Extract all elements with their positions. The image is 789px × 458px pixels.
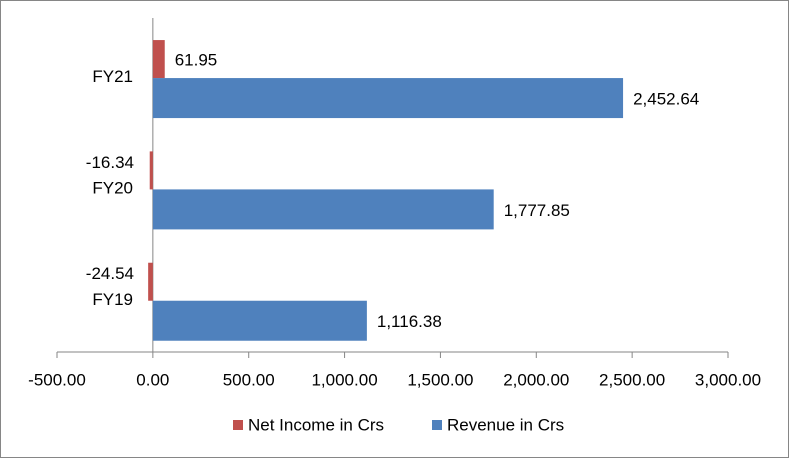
x-tick-label: -500.00 bbox=[28, 370, 86, 389]
data-label: 1,777.85 bbox=[504, 201, 570, 220]
bar bbox=[149, 151, 153, 190]
x-tick-label: 3,000.00 bbox=[695, 370, 761, 389]
legend-swatch bbox=[233, 420, 243, 430]
data-label: -16.34 bbox=[86, 153, 134, 172]
x-tick-label: 0.00 bbox=[136, 370, 169, 389]
y-tick-label: FY19 bbox=[92, 290, 133, 309]
bar bbox=[152, 189, 494, 230]
bar bbox=[152, 78, 624, 119]
bar bbox=[152, 40, 165, 79]
bar bbox=[152, 300, 367, 341]
data-label: 1,116.38 bbox=[377, 312, 442, 331]
x-tick-label: 500.00 bbox=[223, 370, 275, 389]
legend-label: Revenue in Crs bbox=[447, 415, 564, 434]
legend-swatch bbox=[432, 420, 442, 430]
data-label: -24.54 bbox=[86, 264, 134, 283]
y-tick-label: FY20 bbox=[92, 178, 133, 197]
data-label: 2,452.64 bbox=[633, 90, 699, 109]
legend-label: Net Income in Crs bbox=[248, 415, 384, 434]
x-tick-label: 2,500.00 bbox=[599, 370, 665, 389]
bar bbox=[148, 262, 153, 301]
x-tick-label: 1,500.00 bbox=[407, 370, 473, 389]
x-tick-label: 1,000.00 bbox=[311, 370, 377, 389]
x-tick-label: 2,000.00 bbox=[503, 370, 569, 389]
y-tick-label: FY21 bbox=[92, 67, 133, 86]
data-label: 61.95 bbox=[175, 51, 218, 70]
